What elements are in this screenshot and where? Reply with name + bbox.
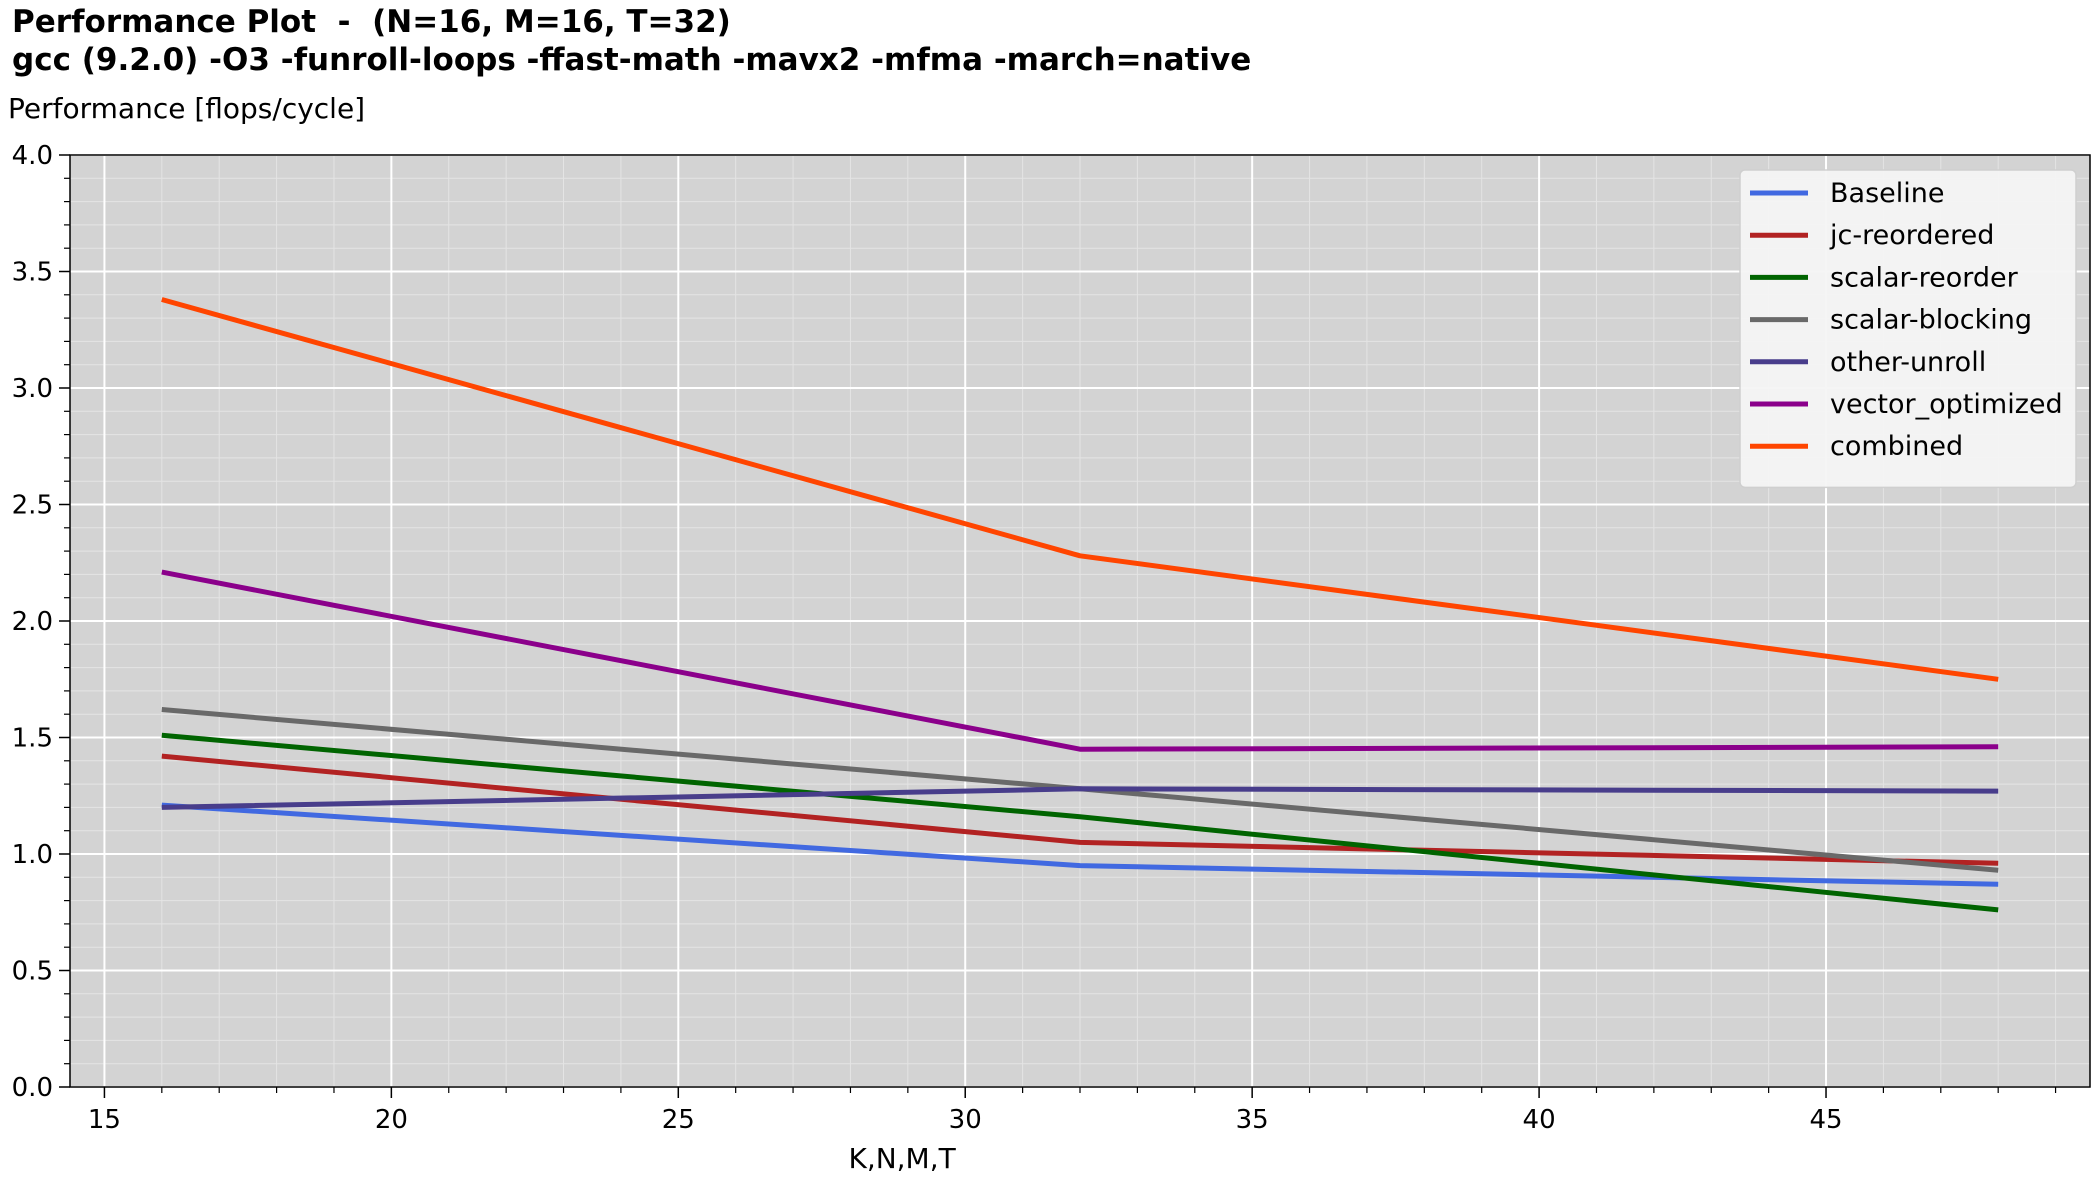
axes-layer: 15 20 25 30 35 40 45 0.0 0.5 1.0 1.5 2.0 2.5 3.0 3.5 4.… bbox=[12, 141, 2057, 1135]
legend: Baseline jc-reordered scalar-reorder scalar… bbox=[1739, 169, 2077, 489]
legend-label: scalar-blocking bbox=[1830, 305, 2032, 336]
y-axis-label: Performance [flops/cycle] bbox=[8, 92, 366, 125]
x-tick-label: 40 bbox=[1523, 1105, 1556, 1135]
series-line-vector-optimized bbox=[161, 569, 1999, 752]
legend-label: other-unroll bbox=[1830, 347, 1986, 378]
y-tick-label: 3.5 bbox=[12, 258, 53, 288]
y-tick-label: 1.0 bbox=[12, 840, 53, 870]
x-tick-label: 45 bbox=[1809, 1105, 1842, 1135]
legend-label: Baseline bbox=[1830, 178, 1944, 209]
legend-label: scalar-reorder bbox=[1830, 262, 2019, 293]
x-tick-label: 35 bbox=[1236, 1105, 1269, 1135]
series-line-combined bbox=[161, 297, 1999, 682]
legend-label: vector_optimized bbox=[1830, 389, 2063, 420]
y-tick-label: 0.0 bbox=[12, 1073, 53, 1103]
chart-subtitle: gcc (9.2.0) -O3 -funroll-loops -ffast-ma… bbox=[12, 42, 1252, 78]
x-axis-label: K,N,M,T bbox=[848, 1142, 956, 1175]
y-tick-label: 2.0 bbox=[12, 607, 53, 637]
y-tick-label: 1.5 bbox=[12, 724, 53, 754]
y-tick-label: 4.0 bbox=[12, 141, 53, 171]
x-tick-label: 25 bbox=[662, 1105, 695, 1135]
y-tick-label: 3.0 bbox=[12, 374, 53, 404]
x-tick-label: 15 bbox=[88, 1105, 121, 1135]
legend-box bbox=[1739, 169, 2077, 489]
x-tick-label: 30 bbox=[949, 1105, 982, 1135]
series-line-other-unroll bbox=[161, 786, 1999, 810]
x-tick-label: 20 bbox=[375, 1105, 408, 1135]
series-layer bbox=[161, 297, 1999, 913]
legend-label: jc-reordered bbox=[1829, 220, 1994, 251]
series-line-scalar-reorder bbox=[161, 732, 1999, 913]
series-line-jc-reordered bbox=[161, 753, 1999, 866]
legend-label: combined bbox=[1830, 431, 1963, 462]
y-tick-label: 2.5 bbox=[12, 491, 53, 521]
chart-title: Performance Plot - (N=16, M=16, T=32) bbox=[12, 4, 731, 40]
y-tick-label: 0.5 bbox=[12, 957, 53, 987]
